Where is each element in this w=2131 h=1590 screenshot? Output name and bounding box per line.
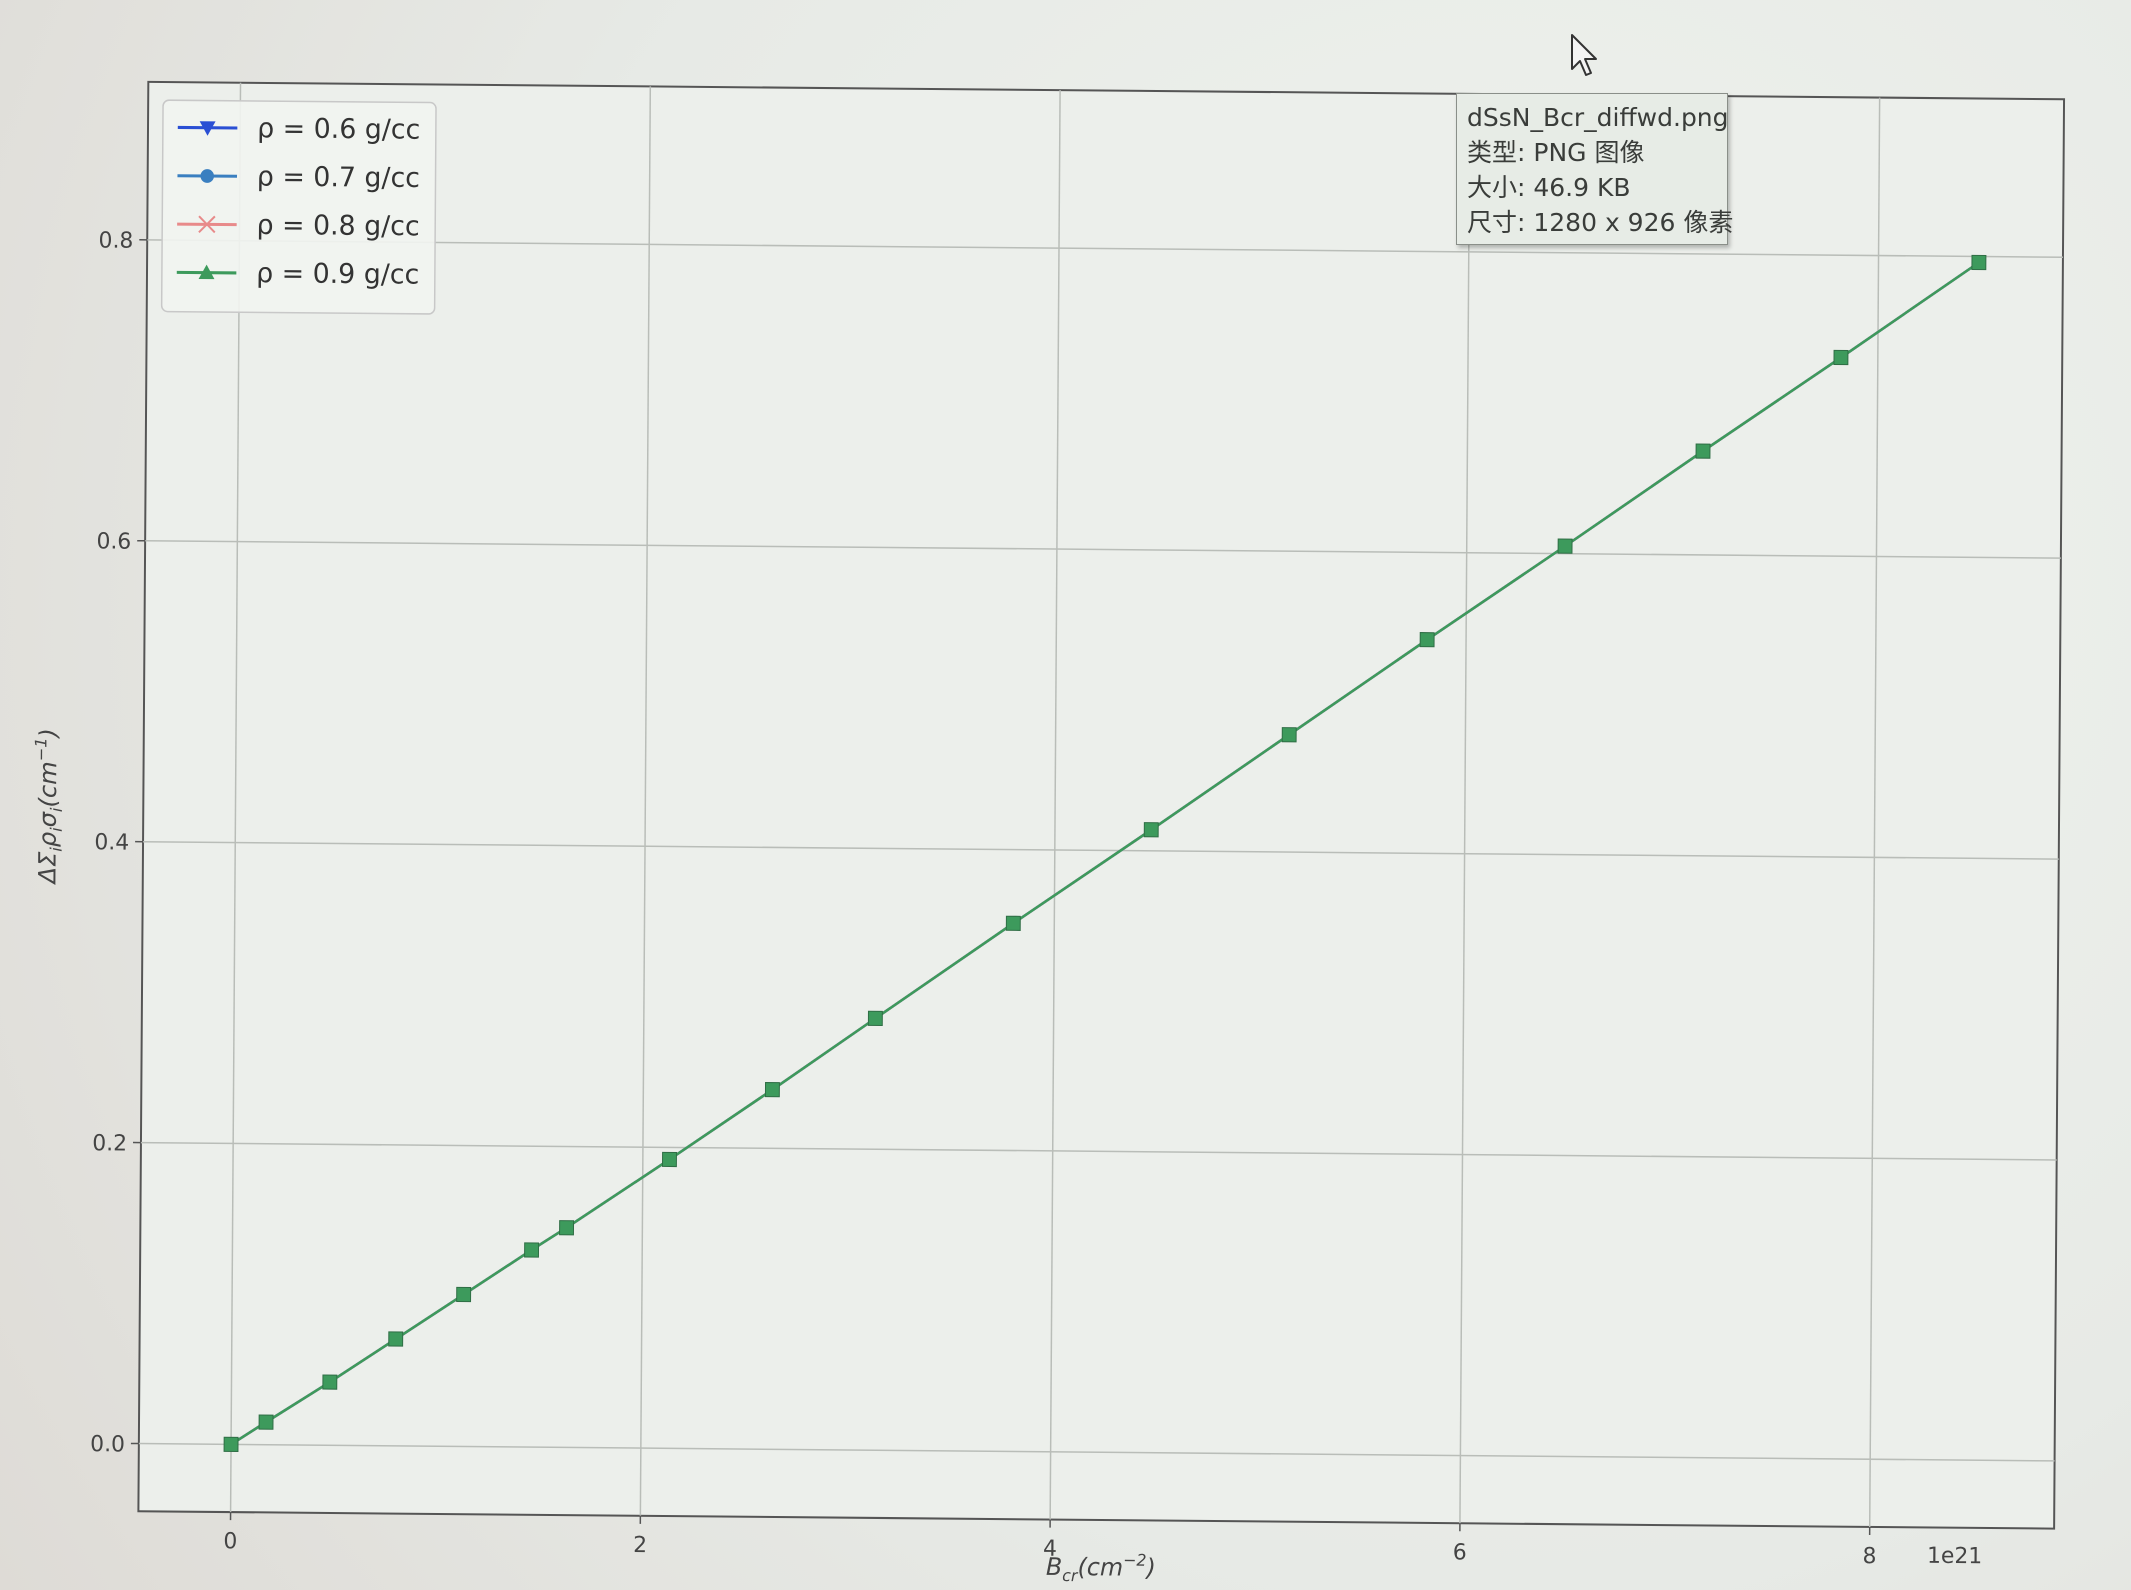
x-gridline (1459, 93, 1471, 1524)
data-point (1971, 254, 1987, 271)
legend-box (160, 99, 437, 315)
y-tick-label: 0.8 (99, 228, 134, 253)
series (223, 254, 1987, 1452)
data-point (661, 1151, 677, 1168)
x-tick-label: 8 (1862, 1544, 1876, 1569)
x-gridline (1049, 90, 1061, 1520)
legend-marker (200, 169, 214, 183)
y-gridline (140, 1141, 2057, 1161)
data-point (258, 1414, 274, 1430)
plot-area (137, 80, 2066, 1530)
tooltip-size: 大小: 46.9 KB (1467, 173, 1631, 202)
y-tick-label: 0.6 (96, 529, 131, 554)
x-gridline (1868, 97, 1881, 1527)
y-tick-label: 0.4 (94, 830, 129, 855)
data-point (867, 1010, 883, 1026)
x-tick-label: 0 (223, 1529, 237, 1554)
x-tick-label: 4 (1043, 1537, 1057, 1562)
data-point (524, 1242, 540, 1258)
y-axis-label: ΔΣiρiσi(cm−1) (31, 728, 67, 886)
tooltip-dimensions: 尺寸: 1280 x 926 像素 (1467, 208, 1734, 237)
legend-label: ρ = 0.8 g/cc (256, 210, 419, 243)
grid (138, 82, 2063, 1527)
y-tick-label: 0.0 (90, 1432, 125, 1457)
legend-label: ρ = 0.9 g/cc (256, 258, 419, 291)
y-tick-label: 0.2 (92, 1131, 127, 1156)
data-point (1005, 915, 1021, 931)
mouse-cursor-icon (1571, 34, 1597, 76)
tooltip-filename: dSsN_Bcr_diffwd.png (1467, 103, 1729, 132)
legend-marker (198, 215, 216, 234)
legend-marker (199, 121, 216, 136)
x-offset-text: 1e21 (1927, 1544, 1982, 1570)
y-gridline (147, 239, 2063, 258)
data-point (223, 1436, 239, 1452)
x-axis-label: Bcr(cm−2) (1046, 1550, 1156, 1586)
x-tick-label: 6 (1453, 1540, 1467, 1565)
data-point (1281, 727, 1297, 743)
legend-marker (198, 264, 215, 280)
data-point (1143, 822, 1159, 838)
data-point (559, 1220, 575, 1236)
data-point (1833, 349, 1849, 366)
x-gridline (639, 86, 652, 1516)
data-point (764, 1082, 780, 1098)
ticks: 0 2 4 6 8 0.0 0.2 0.4 0.6 0.8 (90, 228, 1876, 1569)
data-point (1419, 632, 1435, 648)
y-gridline (143, 840, 2059, 860)
tooltip-type: 类型: PNG 图像 (1467, 138, 1645, 167)
series-line-3 (230, 261, 1980, 1446)
data-point (456, 1286, 472, 1303)
x-gridline (229, 82, 242, 1513)
legend-label: ρ = 0.7 g/cc (257, 161, 420, 194)
file-info-tooltip: dSsN_Bcr_diffwd.png 类型: PNG 图像 大小: 46.9 … (1456, 93, 1734, 245)
legend: ρ = 0.6 g/cc ρ = 0.7 g/cc ρ = 0.8 g/cc ρ = … (160, 99, 437, 315)
data-point (388, 1331, 404, 1347)
y-gridline (145, 540, 2061, 559)
x-tick-label: 2 (633, 1533, 647, 1558)
y-gridline (138, 1442, 2055, 1462)
data-point (322, 1374, 338, 1390)
data-point (1557, 538, 1573, 554)
legend-label: ρ = 0.6 g/cc (257, 113, 420, 146)
data-point (1695, 443, 1711, 459)
